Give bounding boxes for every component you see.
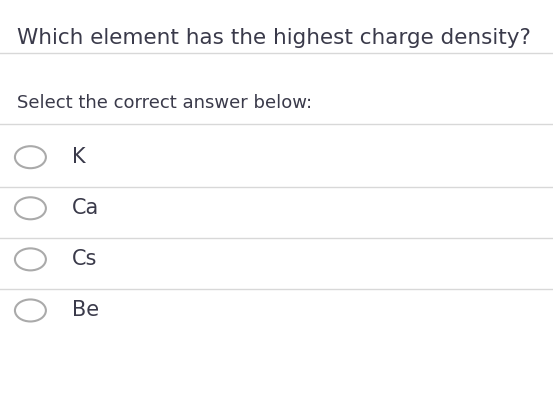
Text: K: K — [72, 147, 86, 167]
Text: Which element has the highest charge density?: Which element has the highest charge den… — [17, 28, 530, 48]
Text: Ca: Ca — [72, 198, 99, 218]
Text: Select the correct answer below:: Select the correct answer below: — [17, 94, 312, 112]
Text: Be: Be — [72, 301, 99, 320]
Text: Cs: Cs — [72, 250, 97, 269]
